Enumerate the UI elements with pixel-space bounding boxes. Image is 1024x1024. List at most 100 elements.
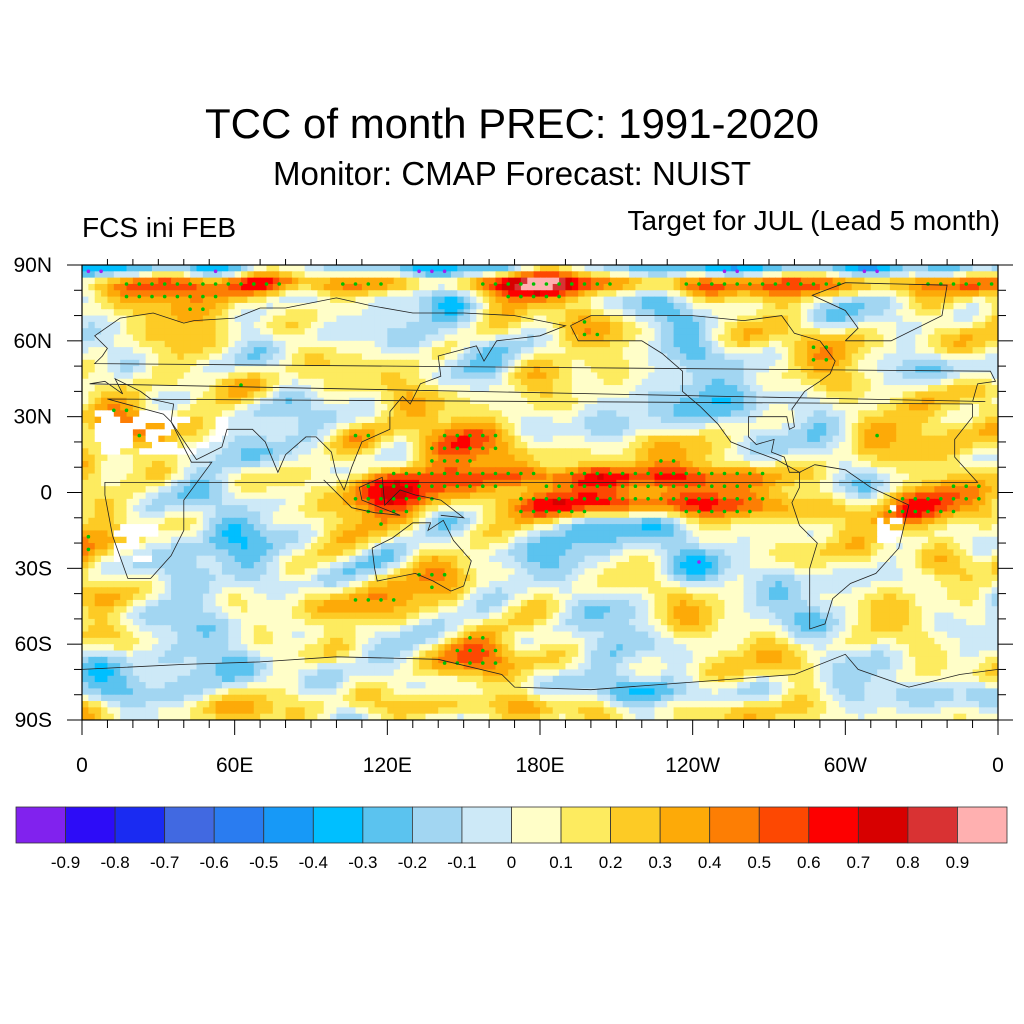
field-cell <box>928 391 935 399</box>
init-label: FCS ini FEB <box>82 212 237 243</box>
field-cell <box>139 309 147 317</box>
field-cell <box>444 353 452 361</box>
field-cell <box>355 479 363 487</box>
field-cell <box>648 467 656 475</box>
field-cell <box>171 416 179 424</box>
field-cell <box>565 372 573 380</box>
field-cell <box>559 416 567 424</box>
field-cell <box>171 372 179 380</box>
field-cell <box>578 410 586 418</box>
field-cell <box>253 290 261 298</box>
field-cell <box>419 435 427 443</box>
field-cell <box>209 334 217 342</box>
field-cell <box>667 296 675 304</box>
field-cell <box>457 290 465 298</box>
field-cell <box>921 378 929 386</box>
field-cell <box>482 315 490 323</box>
field-cell <box>571 321 579 329</box>
field-cell <box>832 283 840 291</box>
field-cell <box>985 315 993 323</box>
field-cell <box>196 435 204 443</box>
field-cell <box>705 441 713 449</box>
field-cell <box>215 404 223 411</box>
field-cell <box>374 372 382 380</box>
field-cell <box>361 271 369 279</box>
field-cell <box>622 397 630 405</box>
field-cell <box>940 454 948 462</box>
field-cell <box>260 429 268 437</box>
field-cell <box>928 296 935 304</box>
field-cell <box>928 404 935 411</box>
field-cell <box>323 353 331 361</box>
field-cell <box>342 334 350 342</box>
field-cell <box>571 366 579 374</box>
field-cell <box>228 397 236 405</box>
field-cell <box>800 296 808 304</box>
field-cell <box>864 448 872 456</box>
field-cell <box>228 385 236 392</box>
field-cell <box>858 391 866 399</box>
field-cell <box>457 277 465 285</box>
field-cell <box>520 385 528 392</box>
field-cell <box>444 328 452 336</box>
field-cell <box>355 454 363 462</box>
field-cell <box>126 460 134 468</box>
field-cell <box>648 416 656 424</box>
field-cell <box>832 454 840 462</box>
field-cell <box>101 271 109 279</box>
field-cell <box>940 277 948 285</box>
field-cell <box>520 277 528 285</box>
field-cell <box>858 448 866 456</box>
field-cell <box>546 334 554 342</box>
field-cell <box>622 441 630 449</box>
field-cell <box>380 372 388 380</box>
field-cell <box>171 321 179 329</box>
field-cell <box>813 340 821 348</box>
field-cell <box>107 460 115 468</box>
field-cell <box>266 334 274 342</box>
field-cell <box>673 328 681 336</box>
field-cell <box>705 366 713 374</box>
field-cell <box>361 290 369 298</box>
field-cell <box>501 422 509 430</box>
field-cell <box>737 277 745 285</box>
field-cell <box>489 328 497 336</box>
field-cell <box>501 404 509 411</box>
field-cell <box>546 429 554 437</box>
field-cell <box>571 353 579 361</box>
field-cell <box>660 296 668 304</box>
field-cell <box>113 397 121 405</box>
field-cell <box>387 397 395 405</box>
field-cell <box>431 334 439 342</box>
field-cell <box>349 385 357 392</box>
field-cell <box>241 435 248 443</box>
field-cell <box>171 410 179 418</box>
field-cell <box>190 366 198 374</box>
field-cell <box>342 321 350 329</box>
field-cell <box>730 391 738 399</box>
field-cell <box>616 334 624 342</box>
field-cell <box>400 315 408 323</box>
field-cell <box>247 340 255 348</box>
field-cell <box>928 467 935 475</box>
field-cell <box>221 340 229 348</box>
field-cell <box>145 378 153 386</box>
field-cell <box>756 378 764 386</box>
field-cell <box>616 397 624 405</box>
field-cell <box>743 271 751 279</box>
field-cell <box>457 271 465 279</box>
field-cell <box>304 429 312 437</box>
field-cell <box>298 366 306 374</box>
field-cell <box>813 397 821 405</box>
field-cell <box>215 429 223 437</box>
field-cell <box>209 416 217 424</box>
field-cell <box>864 315 872 323</box>
field-cell <box>616 359 624 367</box>
field-cell <box>807 391 815 399</box>
field-cell <box>400 334 408 342</box>
field-cell <box>323 290 331 298</box>
field-cell <box>285 479 293 487</box>
field-cell <box>190 435 198 443</box>
field-cell <box>380 404 388 411</box>
field-cell <box>699 410 706 418</box>
